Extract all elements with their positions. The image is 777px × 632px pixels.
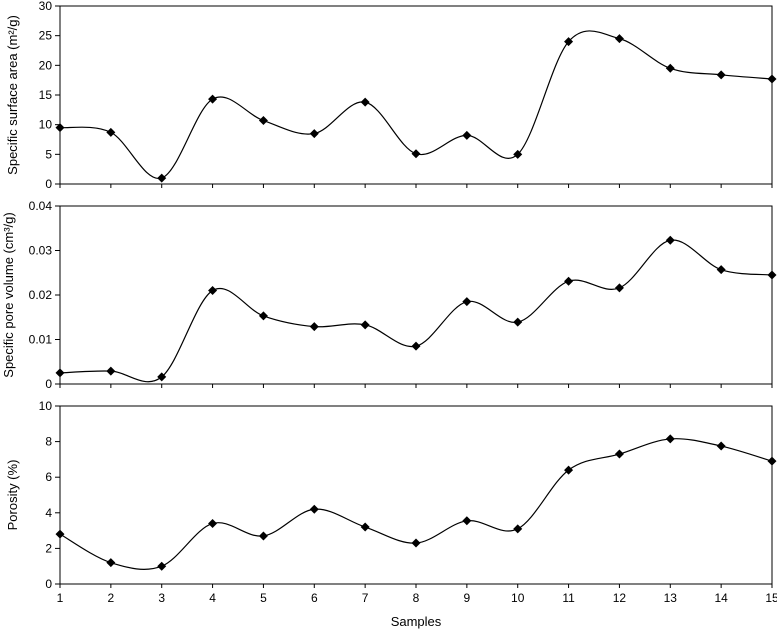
chart-panel-1: 0 5 10 15 20 25 30 Specific surface area (m²/g) xyxy=(5,0,777,191)
y-tick-label: 25 xyxy=(39,29,53,43)
y-tick-label: 0 xyxy=(45,177,52,191)
x-tick-label: 4 xyxy=(209,591,216,605)
y-tick-label: 4 xyxy=(45,506,52,520)
y-axis-title: Porosity (%) xyxy=(5,460,20,531)
data-point-marker xyxy=(513,149,523,159)
data-point-marker xyxy=(767,456,777,466)
data-point-marker xyxy=(716,70,726,80)
data-point-marker xyxy=(614,283,624,293)
y-axis-title: Specific pore volume (cm³/g) xyxy=(1,212,16,377)
y-tick-label: 8 xyxy=(45,435,52,449)
x-axis-title: Samples xyxy=(391,614,442,629)
data-point-marker xyxy=(360,97,370,107)
data-point-marker xyxy=(513,524,523,534)
x-tick-label: 12 xyxy=(613,591,627,605)
data-point-marker xyxy=(106,127,116,137)
data-point-marker xyxy=(258,311,268,321)
plot-frame xyxy=(59,205,773,385)
data-point-marker xyxy=(55,123,65,133)
data-point-marker xyxy=(462,516,472,526)
data-point-marker xyxy=(157,173,167,183)
data-point-marker xyxy=(106,366,116,376)
data-point-marker xyxy=(564,465,574,475)
y-tick-label: 0.01 xyxy=(29,333,53,347)
y-tick-label: 6 xyxy=(45,470,52,484)
data-point-marker xyxy=(258,531,268,541)
data-point-marker xyxy=(564,37,574,47)
data-point-marker xyxy=(208,94,218,104)
y-tick-label: 2 xyxy=(45,541,52,555)
x-tick-label: 3 xyxy=(158,591,165,605)
data-point-marker xyxy=(614,34,624,44)
data-point-marker xyxy=(208,518,218,528)
x-tick-label: 2 xyxy=(108,591,115,605)
y-tick-label: 5 xyxy=(45,147,52,161)
data-point-marker xyxy=(665,63,675,73)
y-tick-label: 10 xyxy=(39,118,53,132)
y-tick-label: 0.04 xyxy=(29,199,53,213)
y-tick-label: 15 xyxy=(39,88,53,102)
y-tick-label: 20 xyxy=(39,58,53,72)
data-point-marker xyxy=(411,341,421,351)
data-point-marker xyxy=(665,235,675,245)
x-tick-label: 10 xyxy=(511,591,525,605)
x-tick-label: 14 xyxy=(714,591,728,605)
data-point-marker xyxy=(767,270,777,280)
data-point-marker xyxy=(360,320,370,330)
x-tick-label: 8 xyxy=(413,591,420,605)
data-point-marker xyxy=(767,74,777,84)
series-line xyxy=(59,438,773,570)
data-point-marker xyxy=(716,265,726,275)
y-tick-label: 0 xyxy=(45,377,52,391)
x-tick-label: 13 xyxy=(664,591,678,605)
x-tick-label: 6 xyxy=(311,591,318,605)
data-point-marker xyxy=(55,529,65,539)
data-point-marker xyxy=(258,116,268,126)
y-tick-label: 30 xyxy=(39,0,53,13)
x-tick-label: 15 xyxy=(765,591,777,605)
plot-frame xyxy=(59,405,773,585)
x-tick-label: 11 xyxy=(562,591,575,605)
series-line xyxy=(59,239,773,383)
data-point-marker xyxy=(360,522,370,532)
y-tick-label: 0.02 xyxy=(29,288,53,302)
data-point-marker xyxy=(309,129,319,139)
data-point-marker xyxy=(614,449,624,459)
y-tick-label: 0 xyxy=(45,577,52,591)
data-point-marker xyxy=(309,504,319,514)
data-point-marker xyxy=(513,317,523,327)
data-point-marker xyxy=(309,322,319,332)
y-tick-label: 10 xyxy=(39,399,53,413)
data-point-marker xyxy=(411,538,421,548)
x-tick-label: 1 xyxy=(57,591,64,605)
x-tick-label: 5 xyxy=(260,591,267,605)
chart-panel-2: 0 0.01 0.02 0.03 0.04 Specific pore volume (c… xyxy=(1,199,777,391)
data-point-marker xyxy=(157,372,167,382)
x-tick-label: 9 xyxy=(464,591,471,605)
data-point-marker xyxy=(157,561,167,571)
data-point-marker xyxy=(716,441,726,451)
y-axis-title: Specific surface area (m²/g) xyxy=(5,15,20,175)
x-tick-label: 7 xyxy=(362,591,369,605)
data-point-marker xyxy=(665,434,675,444)
data-point-marker xyxy=(462,130,472,140)
data-point-marker xyxy=(106,558,116,568)
data-point-marker xyxy=(564,276,574,286)
data-point-marker xyxy=(411,149,421,159)
data-point-marker xyxy=(208,286,218,296)
y-tick-label: 0.03 xyxy=(29,244,53,258)
data-point-marker xyxy=(55,368,65,378)
data-point-marker xyxy=(462,297,472,307)
